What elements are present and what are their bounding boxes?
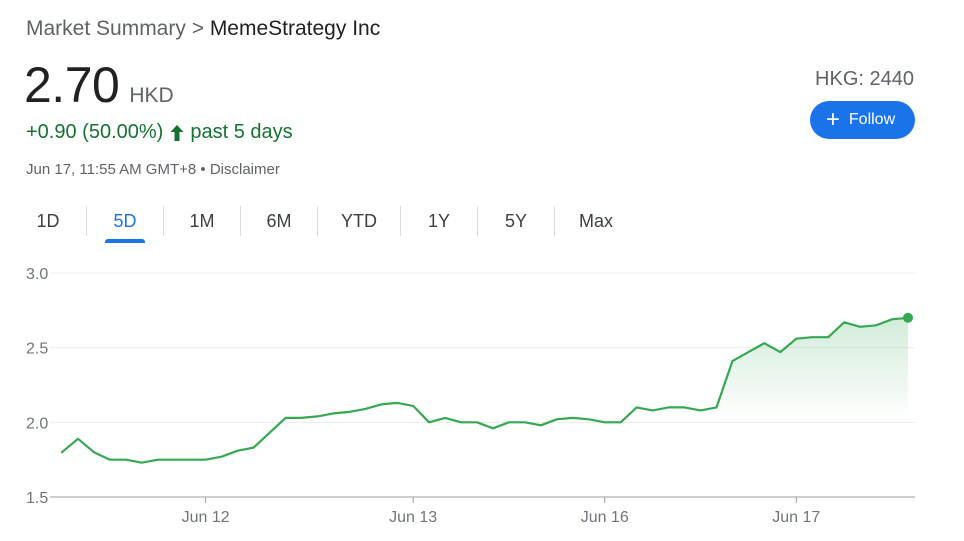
disclaimer-link[interactable]: Disclaimer [209, 161, 280, 178]
tab-1d[interactable]: 1D [36, 210, 60, 231]
price-change-row: +0.90 (50.00%) past 5 days [26, 121, 293, 144]
plus-icon: + [825, 106, 840, 133]
tab-1m[interactable]: 1M [189, 210, 215, 231]
tab-divider [86, 206, 87, 236]
tab-divider [240, 206, 241, 236]
breadcrumb-company: MemeStrategy Inc [209, 17, 381, 40]
tab-6m[interactable]: 6M [266, 210, 292, 231]
tab-max[interactable]: Max [578, 210, 613, 231]
tab-ytd[interactable]: YTD [341, 210, 377, 231]
change-period: past 5 days [190, 121, 293, 143]
tab-divider [477, 206, 478, 236]
follow-button-label: Follow [848, 111, 896, 128]
y-tick-label: 2.5 [26, 341, 48, 358]
y-tick-label: 2.0 [26, 415, 48, 432]
price-row: 2.70 HKD [24, 56, 174, 114]
tab-divider [400, 206, 401, 236]
x-tick-label: Jun 12 [182, 509, 230, 526]
x-tick-label: Jun 17 [772, 509, 820, 526]
breadcrumb-root[interactable]: Market Summary [26, 17, 186, 40]
price-series-line [60, 316, 910, 464]
last-price-dot [903, 312, 913, 323]
y-tick-label: 1.5 [26, 490, 48, 507]
y-tick-label: 3.0 [26, 266, 48, 283]
follow-button[interactable]: + Follow [810, 101, 915, 139]
tab-divider [317, 206, 318, 236]
arrow-up-icon [169, 124, 185, 142]
price-change: +0.90 (50.00%) [26, 121, 164, 143]
timestamp-row: Jun 17, 11:55 AM GMT+8 • Disclaimer [26, 161, 280, 178]
tab-divider [163, 206, 164, 236]
tab-5y[interactable]: 5Y [504, 210, 528, 231]
breadcrumb-separator: > [191, 17, 204, 40]
ticker-symbol: HKG: 2440 [815, 68, 914, 90]
tab-1y[interactable]: 1Y [427, 210, 451, 231]
bullet-separator: • [200, 161, 206, 178]
tab-5d[interactable]: 5D [87, 204, 163, 243]
x-tick-label: Jun 13 [389, 509, 437, 526]
quote-timestamp: Jun 17, 11:55 AM GMT+8 [26, 161, 197, 178]
current-price: 2.70 [24, 57, 120, 113]
time-range-tabs: 1D 5D 1M 6M YTD 1Y 5Y Max [10, 204, 637, 244]
price-area-fill [716, 317, 908, 423]
currency-label: HKD [129, 84, 174, 107]
price-chart[interactable]: 1.5 2.0 2.5 3.0 Jun 12 Jun 13 Jun 16 Jun 17 [0, 255, 964, 541]
tab-divider [554, 206, 555, 236]
x-tick-label: Jun 16 [581, 509, 629, 526]
breadcrumb: Market Summary > MemeStrategy Inc [26, 17, 380, 41]
